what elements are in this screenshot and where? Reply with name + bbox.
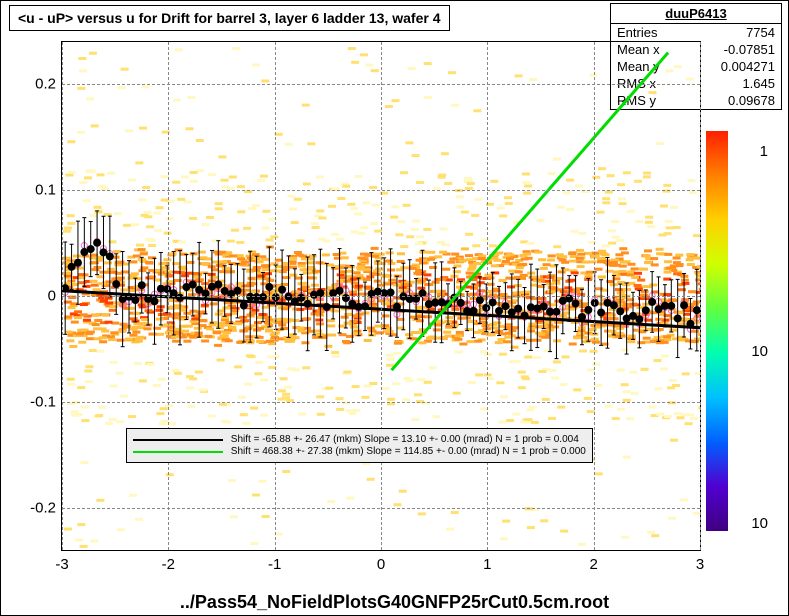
gridline-v [594, 42, 595, 550]
footer-filename: ../Pass54_NoFieldPlotsG40GNFP25rCut0.5cm… [180, 592, 609, 613]
y-tick-label: 0.1 [35, 182, 56, 199]
legend-text: Shift = -65.88 +- 26.47 (mkm) Slope = 13… [231, 434, 579, 445]
colorbar-label: 1 [760, 143, 768, 160]
y-tick-label: -0.2 [30, 499, 56, 516]
colorbar [706, 131, 728, 531]
legend-line [133, 451, 223, 453]
y-tick-label: -0.1 [30, 393, 56, 410]
gridline-v [275, 42, 276, 550]
x-tick-label: 1 [483, 556, 491, 573]
gridline-v [62, 42, 63, 550]
x-tick-label: -3 [55, 556, 68, 573]
stats-entries-label: Entries [617, 25, 657, 40]
legend-text: Shift = 468.38 +- 27.38 (mkm) Slope = 11… [231, 446, 586, 457]
legend-box: Shift = -65.88 +- 26.47 (mkm) Slope = 13… [126, 428, 593, 463]
x-tick-label: 0 [377, 556, 385, 573]
legend-line [133, 439, 223, 441]
stats-meanx-value: -0.07851 [724, 42, 775, 57]
stats-entries-value: 7754 [746, 25, 775, 40]
plot-area: -0.2-0.100.10.2-3-2-10123Shift = -65.88 … [61, 41, 701, 551]
colorbar-label: 10 [751, 343, 768, 360]
gridline-v [700, 42, 701, 550]
stats-meany-value: 0.004271 [721, 59, 775, 74]
x-tick-label: -2 [162, 556, 175, 573]
x-tick-label: 3 [696, 556, 704, 573]
legend-row: Shift = -65.88 +- 26.47 (mkm) Slope = 13… [133, 434, 586, 445]
stats-entries: Entries 7754 [611, 24, 781, 41]
x-tick-label: -1 [268, 556, 281, 573]
gridline-v [381, 42, 382, 550]
legend-row: Shift = 468.38 +- 27.38 (mkm) Slope = 11… [133, 446, 586, 457]
stats-name: duuP6413 [611, 4, 781, 24]
x-tick-label: 2 [589, 556, 597, 573]
gridline-v [487, 42, 488, 550]
chart-title: <u - uP> versus u for Drift for barrel 3… [9, 5, 450, 31]
y-tick-label: 0.2 [35, 76, 56, 93]
chart-container: <u - uP> versus u for Drift for barrel 3… [0, 0, 789, 616]
y-tick-label: 0 [48, 288, 56, 305]
stats-rmsx-value: 1.645 [742, 76, 775, 91]
stats-rmsy-value: 0.09678 [728, 93, 775, 108]
gridline-v [168, 42, 169, 550]
colorbar-label: 10 [751, 515, 768, 532]
